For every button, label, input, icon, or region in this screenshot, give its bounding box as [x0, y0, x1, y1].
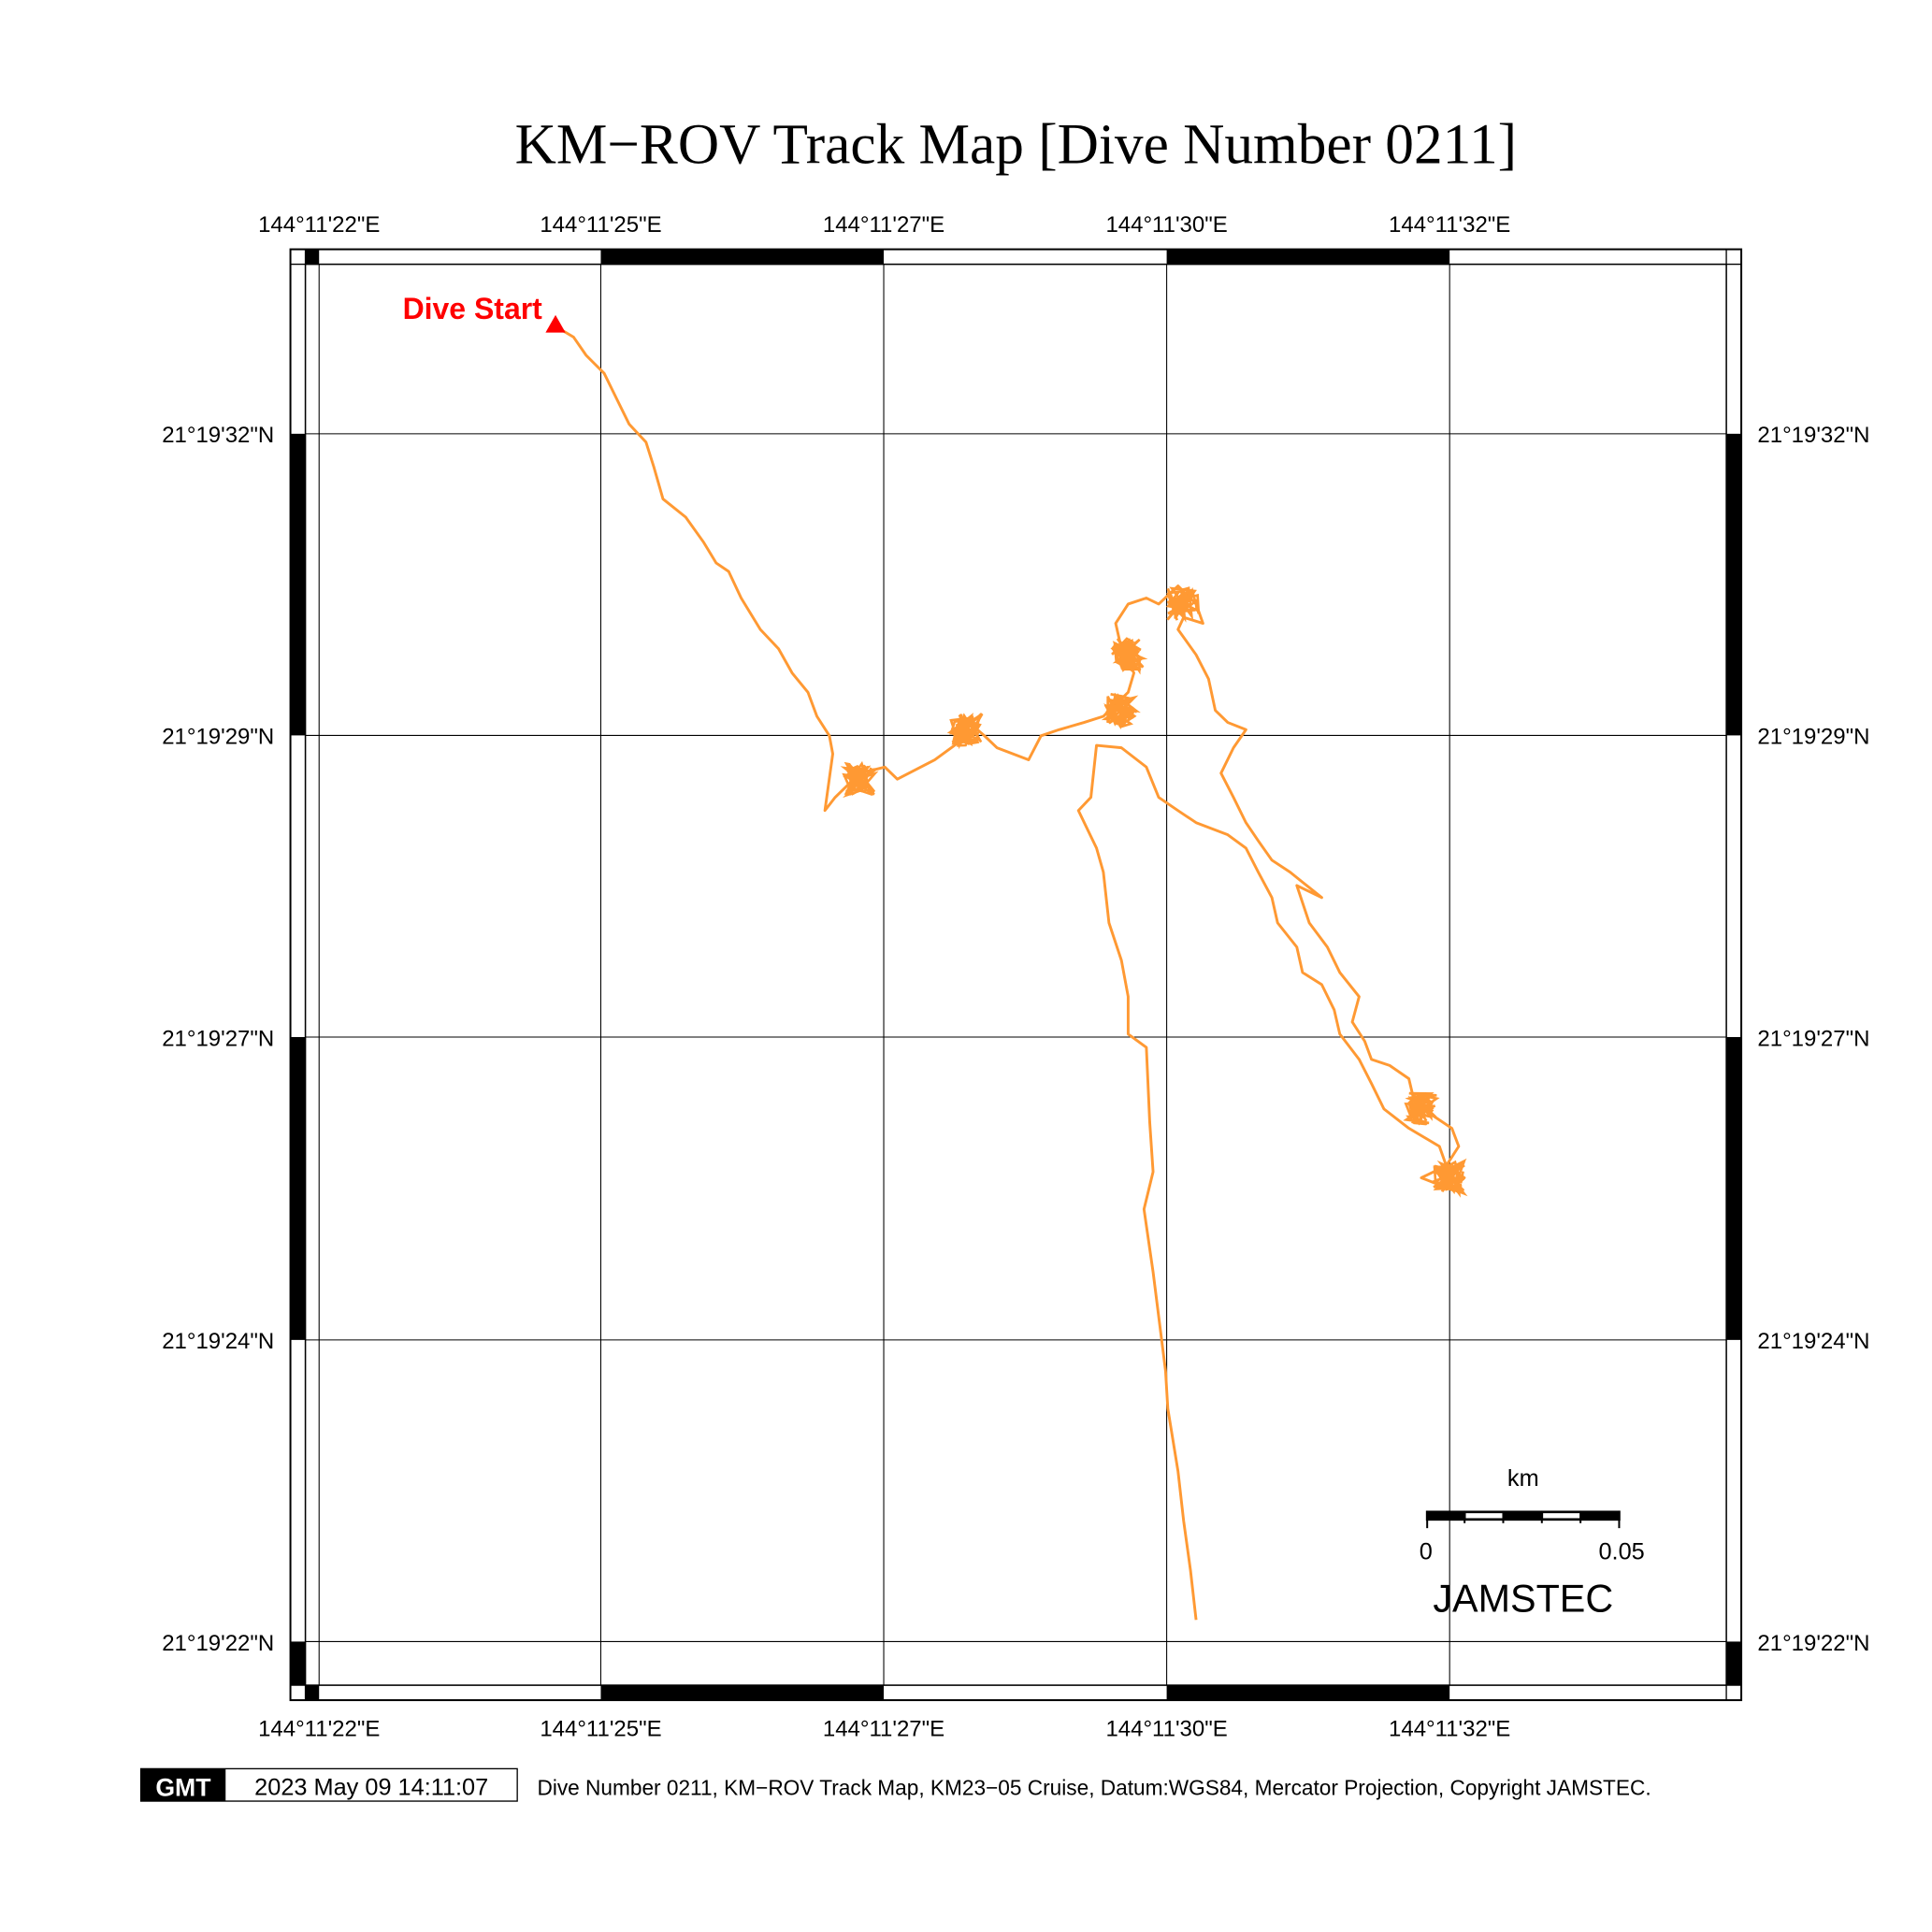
graticule: [305, 264, 1727, 1686]
gmt-logo-text: GMT: [155, 1774, 210, 1802]
footer: GMT 2023 May 09 14:11:07 Dive Number 021…: [139, 1767, 1651, 1802]
track-line: [555, 324, 1466, 1621]
dive-start-marker: [545, 314, 566, 333]
track-dense-area: [1165, 586, 1201, 623]
lat-label-right: 21°19'22"N: [1757, 1631, 1869, 1656]
org-label: JAMSTEC: [1433, 1577, 1613, 1620]
lon-label-bottom: 144°11'30"E: [1105, 1717, 1227, 1742]
lon-label-bottom: 144°11'25"E: [540, 1717, 661, 1742]
lon-label-top: 144°11'30"E: [1105, 212, 1227, 238]
scale-max-label: 0.05: [1598, 1538, 1644, 1564]
lon-label-top: 144°11'22"E: [258, 212, 380, 238]
lon-label-bottom: 144°11'22"E: [258, 1717, 380, 1742]
lon-label-top: 144°11'27"E: [823, 212, 944, 238]
lat-label-left: 21°19'29"N: [162, 725, 274, 750]
lat-label-right: 21°19'32"N: [1757, 423, 1869, 448]
map-frame: [289, 248, 1743, 1702]
scale-bar: km 0 0.05 JAMSTEC: [1420, 1465, 1645, 1621]
lon-label-bottom: 144°11'27"E: [823, 1717, 944, 1742]
track-dense-area: [840, 760, 879, 799]
lat-label-right: 21°19'27"N: [1757, 1026, 1869, 1051]
lon-label-bottom: 144°11'32"E: [1389, 1717, 1510, 1742]
lon-label-top: 144°11'25"E: [540, 212, 661, 238]
lat-label-right: 21°19'29"N: [1757, 725, 1869, 750]
lat-label-left: 21°19'24"N: [162, 1329, 274, 1354]
footer-caption: Dive Number 0211, KM−ROV Track Map, KM23…: [537, 1775, 1651, 1799]
track-dense-area: [1110, 637, 1148, 675]
scale-unit: km: [1507, 1465, 1539, 1492]
scale-min-label: 0: [1420, 1538, 1433, 1564]
track-dense-area: [1431, 1158, 1468, 1198]
lat-label-right: 21°19'24"N: [1757, 1329, 1869, 1354]
lat-label-left: 21°19'22"N: [162, 1631, 274, 1656]
track-dense-area: [1403, 1091, 1440, 1126]
lon-label-top: 144°11'32"E: [1389, 212, 1510, 238]
rov-track: [555, 324, 1468, 1621]
track-dense-area: [1101, 692, 1141, 729]
track-dense-area: [946, 713, 984, 750]
gmt-logo: [140, 1768, 226, 1802]
footer-timestamp: 2023 May 09 14:11:07: [254, 1774, 488, 1800]
map-title: KM−ROV Track Map [Dive Number 0211]: [515, 113, 1517, 177]
lat-label-left: 21°19'32"N: [162, 423, 274, 448]
axis-labels: 144°11'22"E 144°11'25"E 144°11'27"E 144°…: [162, 212, 1869, 1742]
dive-start-label: Dive Start: [403, 292, 543, 325]
lat-label-left: 21°19'27"N: [162, 1026, 274, 1051]
